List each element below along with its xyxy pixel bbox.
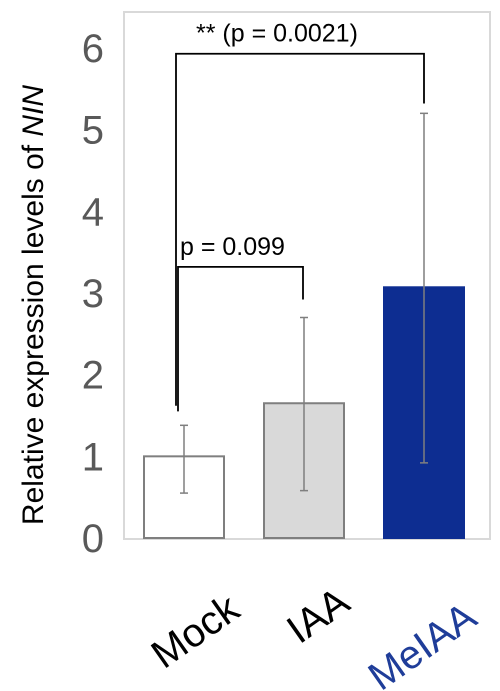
y-tick-label: 4 xyxy=(82,190,104,234)
y-tick-label: 3 xyxy=(82,272,104,316)
x-tick-label-mock: Mock xyxy=(144,586,248,677)
y-axis-label: Relative expression levels of NIN xyxy=(17,85,50,526)
y-axis-label-text: Relative expression levels of xyxy=(17,144,50,525)
x-tick-label-meiaa: MeIAA xyxy=(361,594,485,691)
error-bar-meiaa xyxy=(420,112,428,464)
significance-label: p = 0.099 xyxy=(180,233,285,261)
y-tick-label: 2 xyxy=(82,354,104,398)
y-tick-label: 1 xyxy=(82,435,104,479)
y-axis-label-gene: NIN xyxy=(17,85,50,137)
significance-bracket xyxy=(177,265,304,412)
y-tick-label: 0 xyxy=(82,517,104,561)
error-bar-mock xyxy=(180,424,188,494)
y-tick-label: 5 xyxy=(82,109,104,153)
error-bar-iaa xyxy=(300,316,308,492)
significance-bracket xyxy=(175,52,425,406)
y-tick-label: 6 xyxy=(82,27,104,71)
significance-label: ** (p = 0.0021) xyxy=(196,20,358,48)
x-tick-label-iaa: IAA xyxy=(279,579,357,652)
